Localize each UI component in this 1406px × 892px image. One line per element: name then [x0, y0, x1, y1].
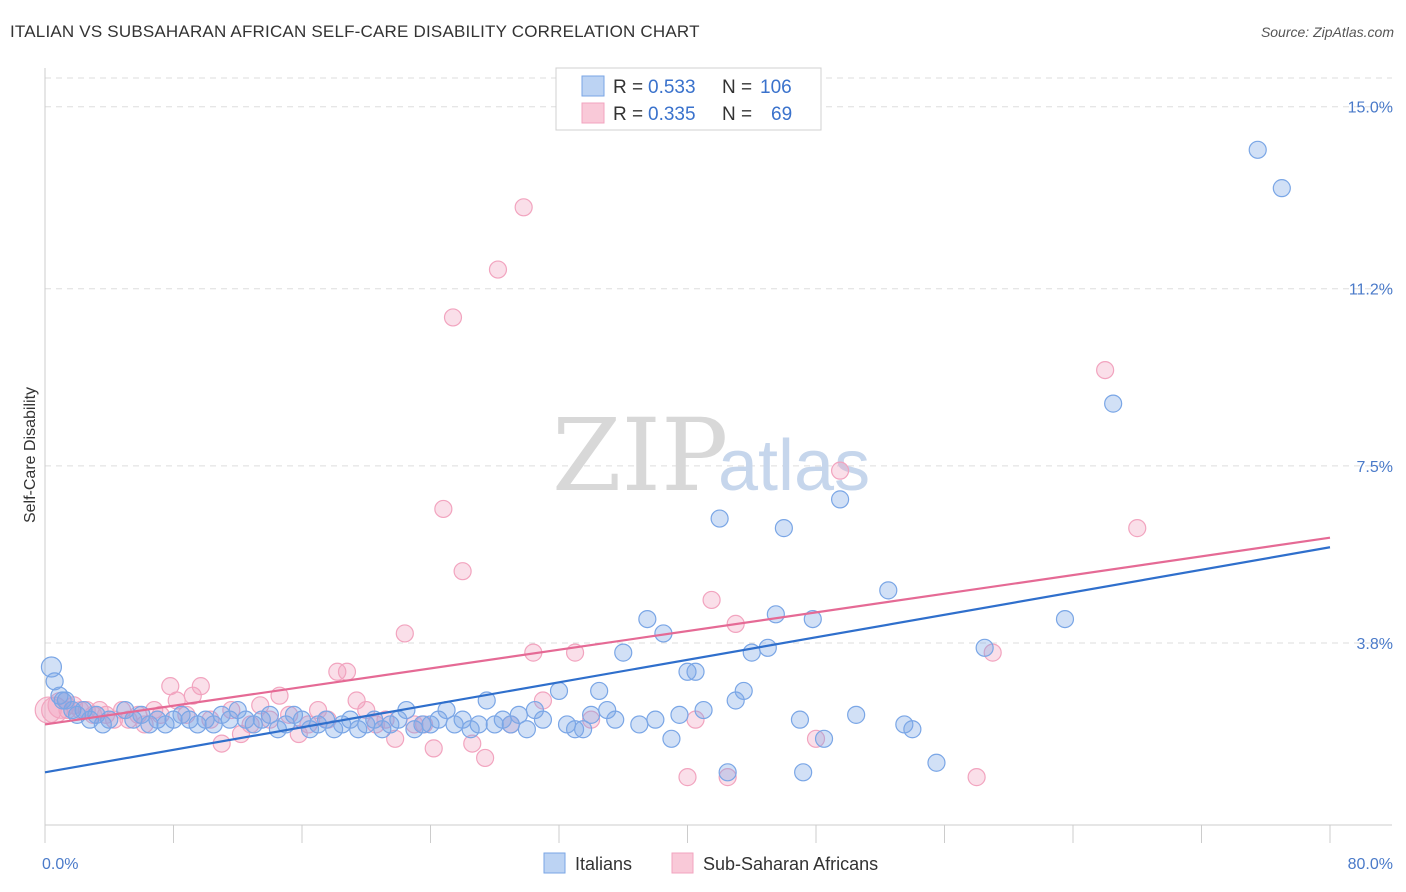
- subsaharan-point: [488, 260, 508, 279]
- italians-point: [582, 705, 601, 724]
- subsaharan-point: [1128, 519, 1147, 538]
- italians-point: [927, 753, 946, 772]
- legend-swatch-subsaharan: [581, 102, 605, 124]
- series-italians-points: [40, 140, 1291, 782]
- italians-point: [53, 691, 72, 710]
- bottom-legend-subsaharan: Sub-Saharan Africans: [703, 854, 878, 874]
- legend-r-value-1: 0.533: [648, 77, 696, 98]
- italians-point: [686, 662, 705, 681]
- italians-point: [847, 705, 866, 724]
- italians-point: [710, 509, 729, 528]
- italians-point: [590, 681, 609, 701]
- subsaharan-point: [453, 562, 472, 581]
- legend-swatch-italians: [581, 75, 605, 97]
- italians-point: [45, 672, 64, 691]
- legend-n-value-1: 106: [760, 77, 792, 98]
- subsaharan-point: [514, 198, 533, 217]
- subsaharan-point: [1096, 360, 1115, 380]
- italians-point: [975, 638, 994, 657]
- italians-point: [670, 705, 689, 724]
- italians-point: [533, 710, 553, 729]
- italians-point: [766, 605, 785, 624]
- subsaharan-point: [337, 662, 357, 681]
- subsaharan-point: [463, 734, 482, 753]
- subsaharan-point: [424, 739, 443, 758]
- subsaharan-point: [395, 624, 414, 643]
- y-tick-labels: 3.8% 7.5% 11.2% 15.0%: [1348, 100, 1393, 653]
- legend-n-label-1: N =: [722, 77, 752, 98]
- subsaharan-point: [678, 768, 697, 787]
- y-tick-label: 3.8%: [1357, 636, 1393, 653]
- italians-point: [1272, 179, 1291, 198]
- italians-point: [614, 643, 633, 662]
- subsaharan-point: [967, 768, 986, 787]
- subsaharan-point: [476, 748, 495, 768]
- italians-point: [774, 519, 793, 538]
- y-tick-label: 7.5%: [1357, 459, 1393, 476]
- italians-point: [830, 490, 850, 509]
- subsaharan-point: [347, 691, 366, 710]
- subsaharan-point: [191, 677, 210, 696]
- italians-point: [630, 715, 649, 734]
- trend-lines: [44, 536, 1331, 774]
- subsaharan-point: [718, 768, 737, 787]
- italians-point: [646, 710, 665, 729]
- italians-point: [814, 729, 834, 748]
- bottom-legend: Italians Sub-Saharan Africans: [543, 852, 878, 874]
- italians-point: [1055, 609, 1075, 629]
- subsaharan-point: [328, 662, 347, 681]
- watermark-zip: ZIP: [552, 397, 728, 514]
- legend-r-label-1: R =: [613, 77, 643, 98]
- subsaharan-point: [386, 729, 405, 748]
- legend-r-value-2: 0.335: [648, 104, 696, 125]
- subsaharan-point: [251, 696, 270, 715]
- italians-point: [694, 700, 713, 720]
- italians-point: [803, 609, 822, 629]
- subsaharan-point: [443, 308, 463, 327]
- axes: [44, 68, 1392, 843]
- italians-point: [573, 720, 593, 739]
- italians-point: [794, 763, 813, 782]
- italians-point: [469, 715, 488, 734]
- legend-r-label-2: R =: [613, 104, 643, 125]
- subsaharan-point: [212, 734, 231, 753]
- watermark: ZIP atlas: [552, 397, 870, 514]
- italians-point: [260, 705, 279, 724]
- subsaharan-trend-line: [44, 536, 1331, 726]
- legend-box: R = 0.533 N = 106 R = 0.335 N = 69: [555, 67, 822, 131]
- italians-point: [549, 681, 569, 701]
- x-tick-labels: 0.0% 80.0%: [42, 856, 1393, 873]
- x-tick-label-min: 0.0%: [42, 856, 78, 873]
- y-axis-label: Self-Care Disability: [22, 387, 39, 523]
- italians-point: [638, 609, 657, 629]
- x-tick-label-max: 80.0%: [1348, 856, 1393, 873]
- subsaharan-point: [289, 724, 308, 744]
- italians-point: [40, 656, 63, 678]
- bottom-legend-swatch-subsaharan: [671, 852, 694, 874]
- italians-point: [1248, 140, 1267, 159]
- bottom-legend-swatch-italians: [543, 852, 566, 874]
- italians-point: [734, 681, 753, 701]
- italians-point: [903, 720, 922, 739]
- italians-point: [517, 720, 536, 739]
- italians-point: [1104, 394, 1123, 413]
- italians-point: [606, 710, 625, 729]
- legend-n-value-2: 69: [771, 104, 792, 125]
- italians-point: [879, 581, 898, 600]
- italians-trend-line: [44, 546, 1331, 774]
- subsaharan-point: [434, 499, 453, 519]
- italians-point: [790, 710, 810, 729]
- italians-point: [662, 729, 681, 748]
- y-tick-label: 11.2%: [1349, 282, 1393, 299]
- y-tick-label: 15.0%: [1348, 100, 1393, 117]
- subsaharan-point: [702, 590, 721, 610]
- source-label: Source: ZipAtlas.com: [1260, 24, 1394, 40]
- bottom-legend-italians: Italians: [575, 854, 632, 874]
- chart-title: ITALIAN VS SUBSAHARAN AFRICAN SELF-CARE …: [10, 22, 700, 41]
- legend-n-label-2: N =: [722, 104, 752, 125]
- italians-point: [718, 763, 737, 782]
- subsaharan-point: [830, 461, 850, 480]
